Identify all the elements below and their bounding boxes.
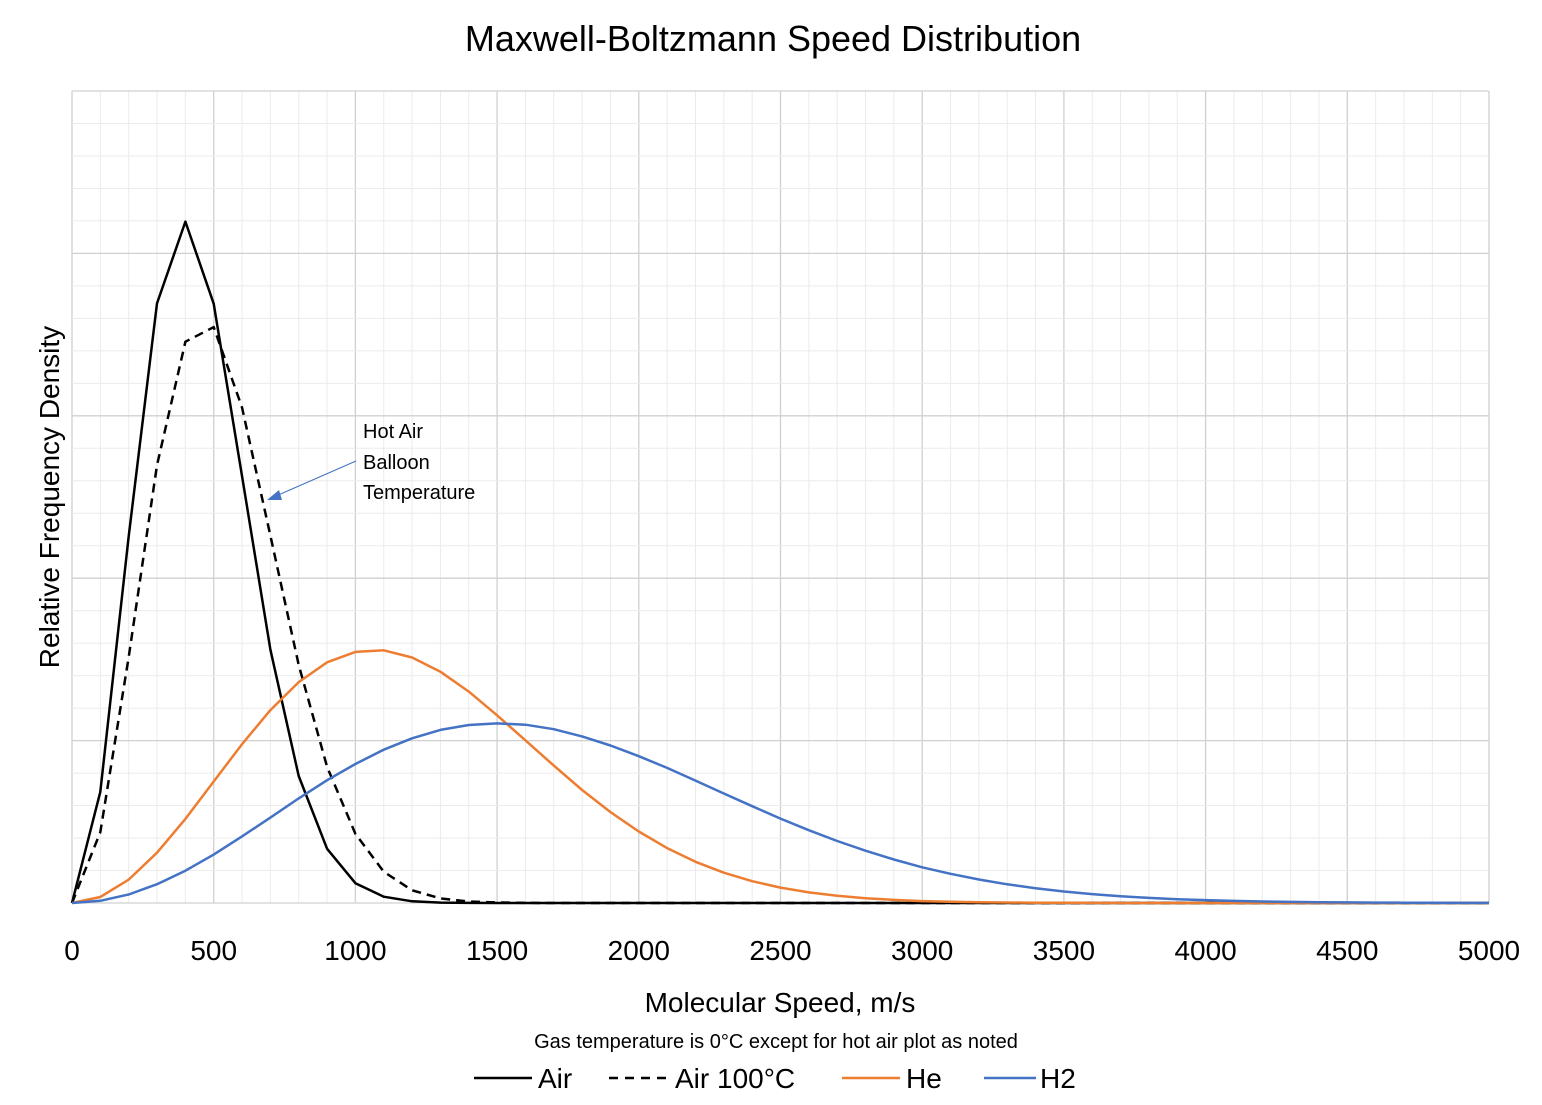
annotation-line-2: Balloon [363, 452, 430, 474]
x-tick-labels: 0 500 1000 1500 2000 2500 3000 3500 4000 4500 5000 [64, 935, 1520, 966]
x-tick-label: 4000 [1174, 935, 1236, 966]
x-tick-label: 5000 [1458, 935, 1520, 966]
series-group [70, 220, 1489, 905]
x-tick-label: 500 [190, 935, 237, 966]
x-tick-label: 3500 [1033, 935, 1095, 966]
x-tick-label: 0 [64, 935, 80, 966]
series-line-h2 [71, 722, 1489, 905]
legend-item-h2[interactable]: H2 [984, 1063, 1076, 1094]
x-axis-label: Molecular Speed, m/s [645, 987, 916, 1018]
legend-label-he: He [906, 1063, 942, 1094]
x-tick-label: 1000 [324, 935, 386, 966]
annotation-arrow [275, 460, 357, 497]
legend-item-air-100c[interactable]: Air 100°C [609, 1063, 795, 1094]
grid [71, 90, 1490, 904]
x-tick-label: 3000 [891, 935, 953, 966]
annotation-line-1: Hot Air [363, 421, 423, 443]
series-line-air [70, 220, 1489, 905]
chart-note: Gas temperature is 0°C except for hot ai… [534, 1031, 1018, 1053]
legend-label-h2: H2 [1040, 1063, 1076, 1094]
legend-label-air-100c: Air 100°C [675, 1063, 795, 1094]
legend-item-air[interactable]: Air [474, 1063, 572, 1094]
x-tick-label: 2000 [608, 935, 670, 966]
annotation-line-3: Temperature [363, 482, 475, 504]
legend-label-air: Air [538, 1063, 572, 1094]
x-tick-label: 1500 [466, 935, 528, 966]
legend: Air Air 100°C He H2 [474, 1063, 1076, 1094]
annotation-arrowhead-icon [267, 490, 282, 500]
chart-title: Maxwell-Boltzmann Speed Distribution [465, 18, 1081, 59]
series-line-he [71, 649, 1489, 905]
legend-item-he[interactable]: He [842, 1063, 942, 1094]
x-tick-label: 2500 [749, 935, 811, 966]
y-axis-label: Relative Frequency Density [34, 326, 65, 668]
x-tick-label: 4500 [1316, 935, 1378, 966]
annotation: Hot Air Balloon Temperature [267, 421, 475, 504]
